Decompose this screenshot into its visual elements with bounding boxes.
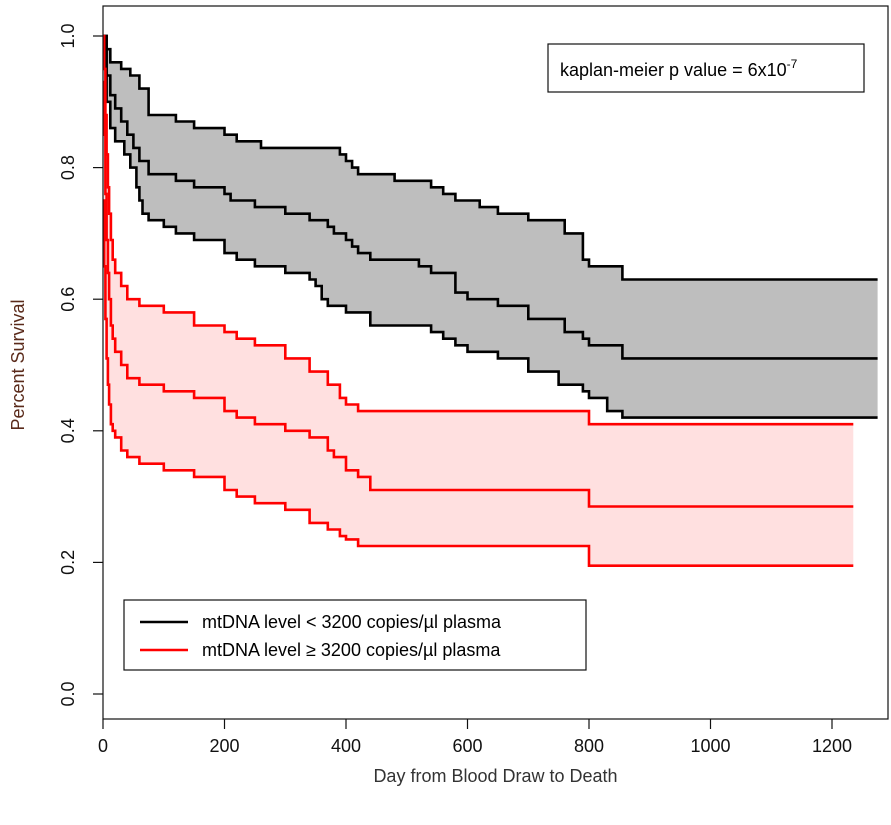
x-tick-label: 0	[98, 736, 108, 756]
y-tick-label: 0.6	[58, 287, 78, 312]
x-tick-label: 1000	[690, 736, 730, 756]
annotation-group: kaplan-meier p value = 6x10-7	[547, 43, 865, 93]
y-tick-label: 1.0	[58, 23, 78, 48]
y-tick-label: 0.8	[58, 155, 78, 180]
series-low-lower-line	[103, 34, 878, 419]
x-tick-label: 1200	[812, 736, 852, 756]
y-tick-label: 0.0	[58, 681, 78, 706]
axes: 0 200 400 600 800 1000 1200 0.0 0.2 0.4 0.6 0.8 1.0 D…	[8, 5, 889, 786]
survival-lines	[102, 34, 878, 567]
legend-label-high: mtDNA level ≥ 3200 copies/µl plasma	[202, 640, 501, 660]
series-high-lower-line	[102, 199, 854, 567]
x-axis-label: Day from Blood Draw to Death	[373, 766, 617, 786]
x-tick-label: 200	[209, 736, 239, 756]
series-high-upper-line	[102, 34, 854, 426]
plot-frame	[102, 5, 889, 720]
legend-box	[123, 599, 587, 671]
confidence-band-high	[103, 36, 854, 566]
x-tick-label: 400	[331, 736, 361, 756]
confidence-band-low	[103, 36, 878, 418]
y-tick-label: 0.2	[58, 550, 78, 575]
y-axis-label: Percent Survival	[8, 299, 28, 430]
pvalue-text: kaplan-meier p value = 6x10-7	[560, 57, 798, 80]
x-tick-label: 800	[574, 736, 604, 756]
series-high-estimate-line	[102, 80, 854, 508]
legend: mtDNA level < 3200 copies/µl plasma mtDNA…	[123, 599, 587, 671]
series-low-estimate-line	[103, 34, 878, 360]
pvalue-box	[547, 43, 865, 93]
x-tick-label: 600	[452, 736, 482, 756]
y-tick-label: 0.4	[58, 418, 78, 443]
series-low-upper-line	[103, 34, 878, 281]
pvalue-exponent: -7	[787, 57, 798, 71]
legend-label-low: mtDNA level < 3200 copies/µl plasma	[202, 612, 502, 632]
confidence-bands	[103, 36, 878, 566]
